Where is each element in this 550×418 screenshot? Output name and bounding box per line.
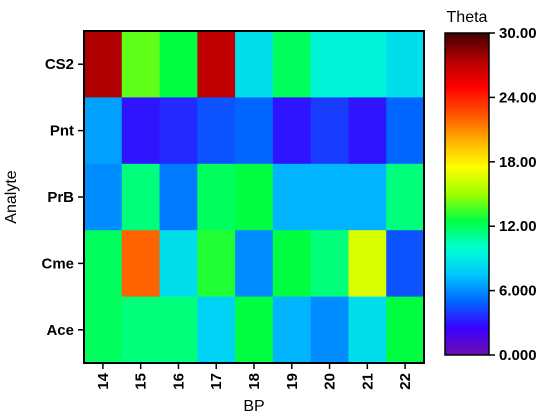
y-tick-label: PrB (47, 189, 74, 206)
heatmap-cell (160, 230, 198, 297)
colorbar-tick-label: 6.000 (499, 283, 537, 300)
heatmap-cell (386, 97, 424, 164)
y-tick-label: Ace (46, 322, 74, 339)
heatmap-cell (197, 230, 235, 297)
y-axis-title: Analyte (3, 170, 20, 223)
heatmap-cell (348, 97, 386, 164)
y-axis: CS2 Pnt PrB Cme Ace (41, 56, 84, 339)
x-tick-label: 15 (133, 373, 150, 390)
colorbar-title: Theta (447, 9, 488, 26)
heatmap-cell (235, 31, 273, 98)
heatmap-cell (311, 97, 349, 164)
heatmap-cell (386, 31, 424, 98)
x-tick-label: 21 (359, 373, 376, 390)
heatmap-cell (386, 230, 424, 297)
heatmap-cell (311, 31, 349, 98)
heatmap-cell (122, 164, 160, 231)
heatmap-cell (160, 164, 198, 231)
x-tick-label: 19 (284, 373, 301, 390)
colorbar-tick-label: 30.00 (499, 25, 537, 42)
heatmap-cell (197, 31, 235, 98)
heatmap-cell (122, 97, 160, 164)
x-axis-title: BP (243, 398, 264, 415)
heatmap-cell (273, 230, 311, 297)
colorbar (445, 33, 489, 355)
y-tick-label: Pnt (50, 123, 74, 140)
heatmap-cell (235, 164, 273, 231)
heatmap-cell (311, 164, 349, 231)
y-tick-label: Cme (41, 255, 74, 272)
heatmap-cells (84, 31, 425, 364)
heatmap-cell (84, 164, 122, 231)
colorbar-tick-label: 24.00 (499, 89, 537, 106)
colorbar-tick-label: 18.00 (499, 154, 537, 171)
heatmap-cell (84, 97, 122, 164)
heatmap-cell (84, 297, 122, 364)
heatmap-cell (122, 297, 160, 364)
heatmap-cell (160, 297, 198, 364)
heatmap-cell (311, 297, 349, 364)
colorbar-ticks: 0.000 6.000 12.00 18.00 24.00 30.00 (489, 25, 537, 364)
heatmap-cell (160, 31, 198, 98)
heatmap-cell (273, 31, 311, 98)
heatmap-cell (84, 31, 122, 98)
heatmap-cell (273, 297, 311, 364)
heatmap-cell (386, 164, 424, 231)
x-tick-label: 22 (397, 373, 414, 390)
heatmap-cell (235, 297, 273, 364)
x-tick-label: 14 (95, 372, 112, 389)
heatmap-cell (197, 297, 235, 364)
heatmap-cell (122, 31, 160, 98)
heatmap-cell (348, 164, 386, 231)
y-tick-label: CS2 (45, 56, 74, 73)
heatmap-cell (235, 230, 273, 297)
colorbar-tick-label: 0.000 (499, 347, 537, 364)
x-tick-label: 16 (170, 373, 187, 390)
x-tick-label: 20 (322, 373, 339, 390)
heatmap-cell (160, 97, 198, 164)
heatmap-cell (311, 230, 349, 297)
heatmap-cell (386, 297, 424, 364)
heatmap-cell (197, 164, 235, 231)
heatmap-cell (273, 97, 311, 164)
x-tick-label: 18 (246, 373, 263, 390)
x-tick-label: 17 (208, 373, 225, 390)
heatmap-cell (197, 97, 235, 164)
x-axis: 14 15 16 17 18 19 20 21 22 (95, 363, 414, 390)
heatmap-cell (348, 297, 386, 364)
heatmap-cell (235, 97, 273, 164)
heatmap-cell (84, 230, 122, 297)
heatmap-cell (273, 164, 311, 231)
heatmap-cell (348, 230, 386, 297)
colorbar-tick-label: 12.00 (499, 218, 537, 235)
heatmap-cell (122, 230, 160, 297)
heatmap-cell (348, 31, 386, 98)
